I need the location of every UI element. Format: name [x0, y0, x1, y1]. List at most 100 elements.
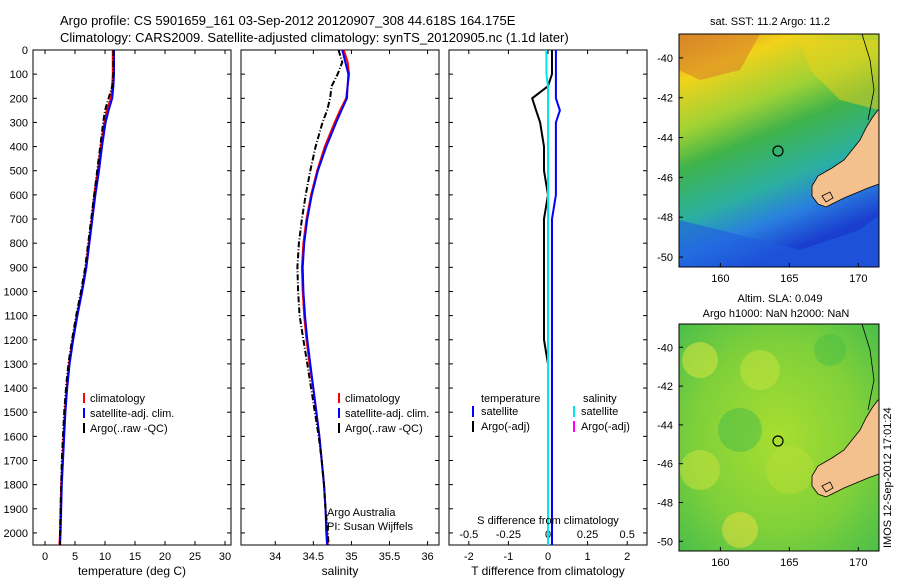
sla-argo-marker [772, 435, 784, 447]
figure-title-line1: Argo profile: CS 5901659_161 03-Sep-2012… [60, 13, 516, 28]
figure-title-line2: Climatology: CARS2009. Satellite-adjuste… [60, 30, 569, 45]
lat-tick-label: -50 [657, 252, 673, 264]
depth-tick-label: 1400 [4, 383, 28, 395]
lat-tick-label: -42 [657, 93, 673, 105]
x-tick-label: 35 [345, 551, 357, 563]
depth-tick-label: 1800 [4, 480, 28, 492]
lat-tick-label: -40 [657, 53, 673, 65]
temperature-panel-frame [32, 49, 232, 546]
x-tick-label: 0 [545, 551, 551, 563]
land-south-island [811, 399, 879, 498]
sst-map-frame [678, 33, 880, 268]
depth-tick-label: 0 [22, 45, 28, 57]
pi-annotation: PI: Susan Wijffels [327, 521, 413, 533]
salinity-panel: 34 34.5 35 35.5 36 [241, 49, 439, 563]
depth-tick-label: 100 [10, 69, 28, 81]
depth-tick-label: 400 [10, 142, 28, 154]
sst-map [679, 34, 879, 267]
depth-tick-label: 1900 [4, 504, 28, 516]
sla-map [679, 324, 879, 551]
x-tick-label: 36 [421, 551, 433, 563]
x-tick-label: 34.5 [303, 551, 324, 563]
legend-label-satellite: satellite-adj. clim. [90, 408, 174, 420]
legend-label-climatology: climatology [90, 393, 146, 405]
depth-tick-label: 800 [10, 238, 28, 250]
x-tick-label: 2 [624, 551, 630, 563]
land-south-island [811, 109, 879, 208]
legend-label-s-argo: Argo(-adj) [581, 421, 630, 433]
s-diff-tick-label: -0.25 [496, 529, 521, 541]
lon-tick-label: 170 [849, 557, 867, 569]
land-stewart-island [821, 481, 834, 493]
sst-argo-marker [772, 145, 784, 157]
sla-map-axes: -40 -42 -44 -46 -48 -50 160 165 170 [657, 342, 867, 569]
series-line [300, 49, 351, 546]
x-tick-label: 35.5 [379, 551, 400, 563]
lon-tick-label: 160 [711, 273, 729, 285]
depth-tick-label: 600 [10, 190, 28, 202]
x-tick-label: 34 [269, 551, 281, 563]
depth-tick-label: 200 [10, 93, 28, 105]
difference-xlabel: T difference from climatology [471, 564, 625, 578]
difference-top-label: S difference from climatology [477, 515, 619, 527]
s-diff-tick-label: -0.5 [459, 529, 478, 541]
series-line [59, 50, 115, 545]
temperature-panel: 0 5 10 15 20 25 30 [33, 49, 231, 563]
depth-tick-label: 1300 [4, 359, 28, 371]
x-tick-label: -2 [464, 551, 474, 563]
temperature-xlabel: temperature (deg C) [78, 564, 186, 578]
series-line [59, 50, 115, 546]
legend-label-argo: Argo(..raw -QC) [90, 423, 168, 435]
lat-tick-label: -44 [657, 133, 673, 145]
depth-tick-label: 1000 [4, 286, 28, 298]
sla-map-title-line2: Argo h1000: NaN h2000: NaN [703, 308, 850, 320]
legend-header-salinity: salinity [583, 393, 617, 405]
difference-panel: -2 -1 0 1 2-0.5 -0.25 0 0.25 0.5 [449, 49, 647, 563]
depth-axis: 0 100 200 300 400 500 600 700 800 900 1000 1100 1200… [4, 45, 28, 540]
sst-map-title: sat. SST: 11.2 Argo: 11.2 [710, 16, 830, 28]
salinity-panel-frame [240, 49, 440, 546]
legend-label-argo: Argo(..raw -QC) [345, 423, 423, 435]
x-tick-label: 0 [42, 551, 48, 563]
s-diff-tick-label: 0.25 [577, 529, 598, 541]
x-tick-label: 30 [219, 551, 231, 563]
legend-label-climatology: climatology [345, 393, 401, 405]
x-tick-label: -1 [504, 551, 514, 563]
argo-australia-annotation: Argo Australia [327, 507, 396, 519]
x-tick-label: 15 [129, 551, 141, 563]
lat-tick-label: -40 [657, 342, 673, 354]
land-stewart-island [821, 191, 834, 203]
lon-tick-label: 160 [711, 557, 729, 569]
difference-legend: temperature salinity satellite Argo(-adj… [472, 393, 630, 433]
x-tick-label: 10 [99, 551, 111, 563]
lat-tick-label: -46 [657, 172, 673, 184]
sla-map-title-line1: Altim. SLA: 0.049 [738, 293, 823, 305]
depth-tick-label: 1100 [4, 311, 28, 323]
lat-tick-label: -50 [657, 536, 673, 548]
imos-timestamp: IMOS 12-Sep-2012 17:01:24 [882, 407, 894, 548]
legend-header-temperature: temperature [481, 393, 540, 405]
lon-tick-label: 165 [780, 557, 798, 569]
depth-tick-label: 700 [10, 214, 28, 226]
series-line [296, 49, 344, 546]
lat-tick-label: -46 [657, 459, 673, 471]
x-tick-label: 1 [585, 551, 591, 563]
series-line [301, 49, 350, 546]
depth-tick-label: 1600 [4, 431, 28, 443]
depth-tick-label: 1500 [4, 407, 28, 419]
salinity-legend: climatology satellite-adj. clim. Argo(..… [338, 393, 429, 435]
depth-tick-label: 900 [10, 262, 28, 274]
legend-label-satellite: satellite-adj. clim. [345, 408, 429, 420]
lat-tick-label: -44 [657, 420, 673, 432]
s-diff-tick-label: 0.5 [620, 529, 635, 541]
series-line [545, 50, 549, 545]
sla-map-frame [678, 323, 880, 552]
sst-map-axes: -40 -42 -44 -46 -48 -50 160 165 170 [657, 53, 867, 285]
lat-tick-label: -48 [657, 497, 673, 509]
legend-label-t-satellite: satellite [481, 406, 518, 418]
lat-tick-label: -42 [657, 381, 673, 393]
series-line [531, 50, 553, 545]
depth-tick-label: 1700 [4, 455, 28, 467]
temperature-legend: climatology satellite-adj. clim. Argo(..… [83, 393, 174, 435]
